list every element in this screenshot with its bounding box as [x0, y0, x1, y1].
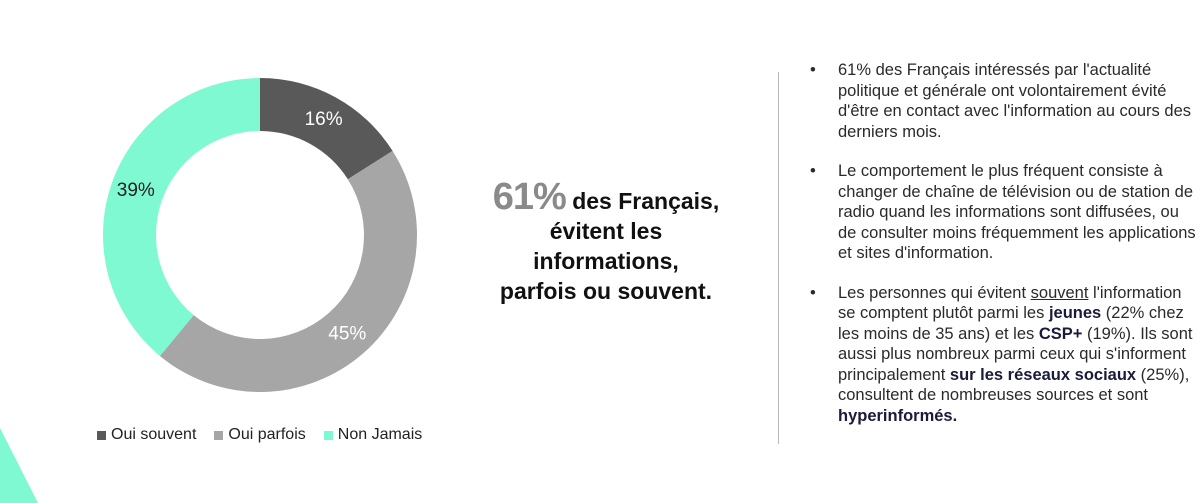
- slice-data-label: 16%: [305, 109, 343, 130]
- headline-percent: 61%: [492, 176, 567, 218]
- emphasis-bold: sur les réseaux sociaux: [949, 365, 1137, 384]
- slice-data-label: 45%: [328, 324, 366, 345]
- headline-line4: parfois ou souvent.: [499, 278, 713, 304]
- headline-line1: des Français,: [572, 188, 720, 214]
- bullet-text: 61% des Français intéressés par l'actual…: [838, 61, 1191, 141]
- donut-slice-oui-parfois: [159, 150, 418, 393]
- emphasis-bold: hyperinformés.: [838, 406, 958, 425]
- bullet-text: Les personnes qui évitent souvent l'info…: [838, 284, 1192, 425]
- emphasis-bold: CSP+: [1038, 324, 1083, 343]
- decorative-accent-shape: [0, 428, 38, 503]
- donut-slice-oui-souvent: [260, 78, 393, 180]
- headline: 61% des Français, évitent les informatio…: [472, 178, 740, 306]
- legend-swatch: [323, 430, 333, 440]
- text-run: Les personnes qui évitent: [838, 283, 1031, 302]
- bullet-list: • 61% des Français intéressés par l'actu…: [806, 60, 1196, 445]
- text-run: (19%). Ils sont aussi plus nombreux parm…: [838, 324, 1193, 384]
- legend-label: Oui souvent: [111, 426, 197, 443]
- donut-slice-non-jamais: [103, 78, 260, 356]
- legend-item-non-jamais: Non Jamais: [323, 426, 423, 444]
- legend-label: Oui parfois: [228, 426, 306, 443]
- bullet-marker: •: [810, 162, 816, 180]
- bullet-text: Le comportement le plus fréquent consist…: [838, 162, 1196, 262]
- headline-line2: évitent les: [549, 218, 663, 244]
- bullet-marker: •: [810, 283, 816, 302]
- emphasis-bold: jeunes: [1048, 304, 1102, 322]
- legend-item-oui-parfois: Oui parfois: [214, 426, 306, 444]
- emphasis-underline: souvent: [1030, 283, 1089, 302]
- bullet-item: • Le comportement le plus fréquent consi…: [806, 161, 1196, 264]
- text-run: l'information se comptent plutôt parmi l…: [838, 283, 1182, 323]
- text-run: (25%), consultent de nombreuses sources …: [838, 365, 1190, 405]
- slice-data-label: 39%: [117, 180, 155, 201]
- chart-legend: Oui souvent Oui parfois Non Jamais: [97, 426, 422, 444]
- legend-swatch: [214, 430, 224, 440]
- bullet-marker: •: [810, 61, 816, 79]
- headline-line3: informations,: [533, 248, 679, 274]
- text-run: (22% chez les moins de 35 ans) et les: [838, 304, 1184, 343]
- vertical-divider: [778, 72, 779, 444]
- donut-chart: 16% 45% 39%: [103, 78, 418, 393]
- legend-swatch: [97, 430, 106, 440]
- bullet-item: • 61% des Français intéressés par l'actu…: [806, 60, 1196, 142]
- bullet-item: • Les personnes qui évitent souvent l'in…: [806, 283, 1196, 427]
- legend-label: Non Jamais: [337, 426, 423, 443]
- legend-item-oui-souvent: Oui souvent: [97, 426, 196, 444]
